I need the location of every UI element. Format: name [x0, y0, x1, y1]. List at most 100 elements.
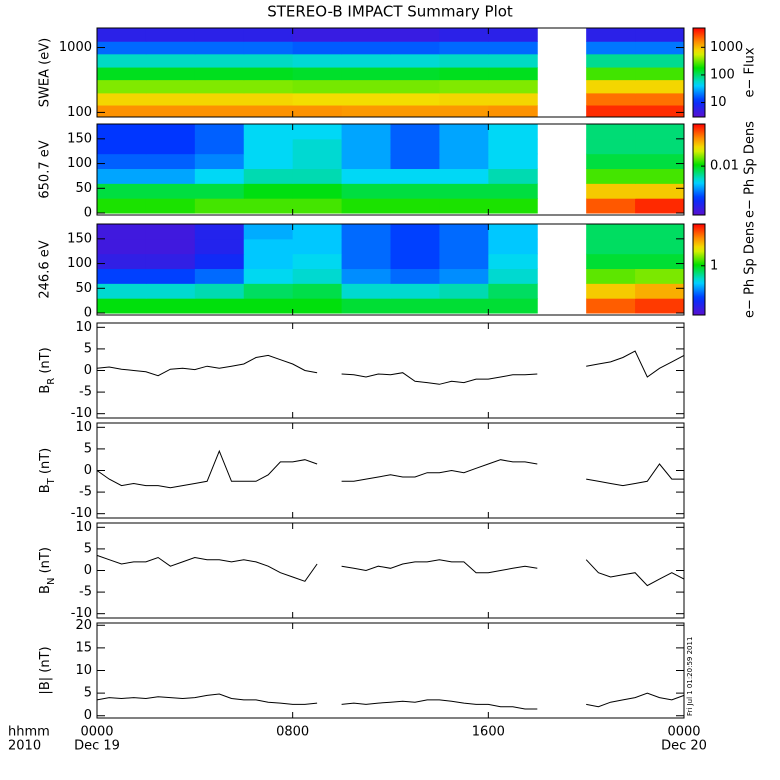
heatmap-cell: [488, 67, 538, 81]
heatmap-cell: [97, 253, 147, 270]
y-tick-label: 0: [84, 363, 92, 378]
heatmap-cell: [439, 41, 489, 55]
heatmap-cell: [292, 28, 343, 42]
heatmap-cell: [488, 41, 538, 55]
y-axis-label-part: (nT): [38, 448, 53, 478]
colorbar: [692, 123, 706, 216]
heatmap-cell: [194, 67, 245, 81]
x-tick-label: 0000: [80, 725, 113, 740]
heatmap-cell: [243, 79, 294, 94]
heatmap-cell: [341, 124, 391, 140]
heatmap-cell: [292, 283, 343, 299]
heatmap-cell: [292, 198, 343, 214]
heatmap-cell: [341, 53, 391, 68]
heatmap-cell: [586, 168, 636, 184]
heatmap-cell: [586, 298, 636, 314]
heatmap-cell: [97, 41, 147, 55]
heatmap-cell: [341, 138, 391, 155]
y-tick-label: 0: [84, 563, 92, 578]
heatmap-cell: [97, 183, 147, 199]
heatmap-cell: [439, 105, 489, 118]
heatmap-cell: [292, 168, 343, 184]
panel-frame: [96, 622, 685, 719]
heatmap-cell: [145, 53, 196, 68]
heatmap-cell: [341, 153, 391, 170]
y-tick-label: 5: [84, 686, 92, 701]
heatmap-cell: [341, 28, 391, 42]
heatmap-cell: [586, 28, 636, 42]
y-axis-label-part: |B| (nT): [38, 646, 53, 694]
heatmap-cell: [341, 283, 391, 299]
heatmap-cell: [439, 183, 489, 199]
y-tick-label: 15: [75, 640, 92, 655]
heatmap-cell: [194, 153, 245, 170]
y-tick-label: 0: [84, 708, 92, 723]
x-tick-label: 0800: [276, 725, 309, 740]
heatmap-cell: [97, 53, 147, 68]
heatmap-cell: [390, 183, 440, 199]
heatmap-cell: [635, 79, 685, 94]
y-tick-label: 50: [75, 281, 92, 296]
colorbar-tick-label: 1: [710, 258, 718, 273]
heatmap-cell: [292, 253, 343, 270]
data-line: [96, 449, 684, 489]
y-tick-label: 5: [84, 441, 92, 456]
heatmap-cell: [586, 238, 636, 255]
heatmap-cell: [243, 124, 294, 140]
colorbar: [692, 27, 706, 118]
x-tick-label: 0000: [667, 725, 700, 740]
y-tick-label: 10: [75, 663, 92, 678]
colorbar-tick-label: 10: [710, 95, 727, 110]
heatmap-cell: [635, 138, 685, 155]
y-axis-label: BT (nT): [38, 448, 57, 494]
y-tick-label: 5: [84, 541, 92, 556]
y-tick-label: -10: [71, 406, 92, 421]
heatmap-cell: [341, 92, 391, 106]
heatmap-cell: [145, 92, 196, 106]
heatmap-cell: [341, 183, 391, 199]
heatmap-cell: [194, 41, 245, 55]
heatmap-cell: [439, 198, 489, 214]
heatmap-cell: [292, 138, 343, 155]
heatmap-cell: [439, 268, 489, 284]
timestamp: Fri Jul 1 01:20:59 2011: [686, 637, 694, 716]
heatmap-cell: [145, 79, 196, 94]
y-axis-label-part: T: [46, 477, 57, 485]
y-tick-label: 100: [67, 156, 92, 171]
heatmap-cell: [145, 168, 196, 184]
heatmap-cell: [341, 298, 391, 314]
heatmap-cell: [390, 79, 440, 94]
heatmap-cell: [194, 298, 245, 314]
y-tick-label: 0: [84, 463, 92, 478]
heatmap-cell: [635, 253, 685, 270]
heatmap-cell: [439, 253, 489, 270]
heatmap-cell: [341, 224, 391, 240]
heatmap-cell: [439, 28, 489, 42]
heatmap-cell: [292, 224, 343, 240]
heatmap-cell: [586, 224, 636, 240]
y-tick-label: -10: [71, 606, 92, 621]
y-tick-label: 10: [75, 320, 92, 335]
x-tick-date: Dec 20: [661, 739, 707, 754]
heatmap-cell: [292, 41, 343, 55]
heatmap-cell: [97, 105, 147, 118]
heatmap-cell: [488, 153, 538, 170]
heatmap-cell: [635, 41, 685, 55]
heatmap-cell: [390, 168, 440, 184]
heatmap-cell: [145, 198, 196, 214]
y-axis-label-part: B: [38, 484, 53, 493]
heatmap-cell: [635, 198, 685, 214]
heatmap-cell: [586, 183, 636, 199]
y-tick-label: -5: [79, 485, 92, 500]
y-tick-label: 10: [75, 420, 92, 435]
y-axis-label-part: N: [46, 578, 57, 585]
heatmap-cell: [586, 198, 636, 214]
heatmap-cell: [97, 268, 147, 284]
panel-frame: [96, 27, 685, 118]
y-tick-label: 20: [75, 618, 92, 633]
heatmap-cell: [145, 283, 196, 299]
heatmap-cell: [145, 105, 196, 118]
heatmap-cell: [635, 153, 685, 170]
heatmap-cell: [97, 124, 147, 140]
